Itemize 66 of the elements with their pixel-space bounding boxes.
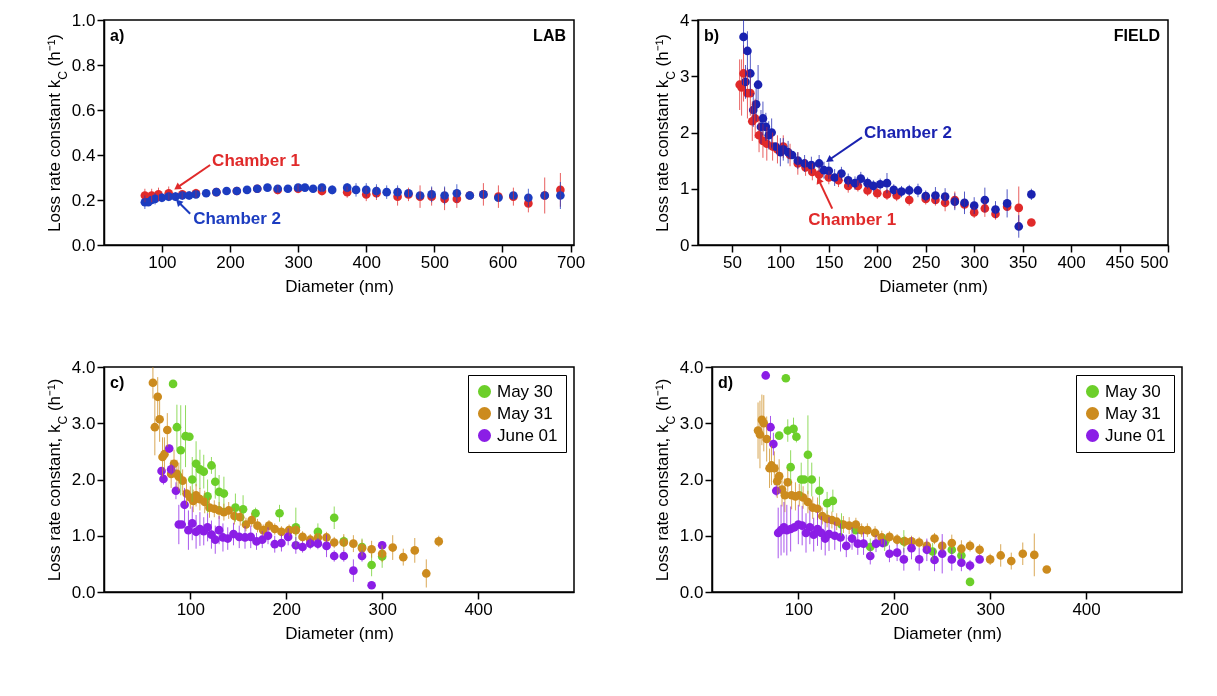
y-tick-label: 0.0	[71, 235, 96, 255]
x-tick-label: 100	[766, 252, 796, 272]
x-tick-label: 150	[815, 252, 844, 272]
x-tick-label: 200	[880, 599, 909, 619]
x-tick-label: 250	[912, 252, 941, 272]
legend-label: June 01	[497, 425, 558, 445]
y-tick-label: 0.0	[679, 582, 704, 602]
x-tick-label: 200	[272, 599, 301, 619]
annotation: b)	[704, 27, 720, 44]
legend-label: June 01	[1105, 425, 1166, 445]
annotation: c)	[110, 374, 125, 391]
y-tick-label: 1.0	[679, 526, 704, 546]
legend-label: May 31	[1105, 403, 1161, 423]
y-tick-label: 2.0	[679, 470, 704, 489]
y-tick-label: 2.0	[71, 470, 96, 489]
x-axis-title: Diameter (nm)	[285, 276, 394, 296]
x-tick-label: 450	[1105, 252, 1135, 272]
annotation: FIELD	[1113, 27, 1160, 44]
y-tick-label: 1.0	[71, 10, 96, 30]
x-tick-label: 500	[420, 252, 450, 272]
x-tick-label: 400	[1057, 252, 1086, 272]
x-tick-label: 300	[960, 252, 989, 272]
x-tick-label: 350	[1008, 252, 1038, 272]
x-tick-label: 100	[784, 599, 814, 619]
annotation: Chamber 1	[808, 209, 897, 229]
x-tick-label: 400	[464, 599, 493, 619]
y-tick-label: 0.0	[71, 582, 96, 602]
y-tick-label: 3	[680, 66, 690, 86]
x-tick-label: 100	[148, 252, 177, 272]
x-tick-label: 700	[556, 252, 586, 272]
x-tick-label: 300	[368, 599, 397, 619]
x-axis-title: Diameter (nm)	[893, 623, 1002, 643]
legend-label: May 30	[1105, 381, 1161, 401]
y-tick-label: 0.2	[71, 190, 96, 210]
x-tick-label: 200	[216, 252, 245, 272]
y-tick-label: 0	[680, 235, 690, 255]
legend-label: May 30	[497, 381, 553, 401]
annotation: d)	[718, 374, 734, 391]
x-tick-label: 400	[1072, 599, 1101, 619]
y-tick-label: 4.0	[71, 357, 96, 377]
x-tick-label: 500	[1140, 252, 1169, 272]
x-tick-label: 200	[863, 252, 892, 272]
annotation: Chamber 2	[193, 208, 282, 228]
x-tick-label: 50	[722, 252, 742, 272]
y-tick-label: 3.0	[71, 413, 96, 433]
annotation: Chamber 2	[863, 123, 952, 143]
y-tick-label: 4.0	[679, 357, 704, 377]
y-tick-label: 0.6	[71, 100, 96, 120]
annotation: a)	[110, 27, 125, 44]
annotation: LAB	[533, 27, 566, 44]
x-tick-label: 400	[352, 252, 381, 272]
y-tick-label: 0.4	[71, 145, 96, 165]
x-axis-title: Diameter (nm)	[285, 623, 394, 643]
legend-label: May 31	[497, 403, 553, 423]
y-tick-label: 3.0	[679, 413, 704, 433]
x-tick-label: 300	[976, 599, 1005, 619]
y-tick-label: 4	[680, 10, 690, 30]
x-axis-title: Diameter (nm)	[879, 276, 988, 296]
y-tick-label: 1	[680, 179, 690, 199]
x-tick-label: 600	[488, 252, 518, 272]
y-tick-label: 0.8	[71, 55, 96, 75]
y-tick-label: 2	[680, 123, 690, 142]
x-tick-label: 100	[176, 599, 206, 619]
annotation: Chamber 1	[212, 151, 300, 170]
x-tick-label: 300	[284, 252, 313, 272]
y-tick-label: 1.0	[71, 526, 96, 546]
